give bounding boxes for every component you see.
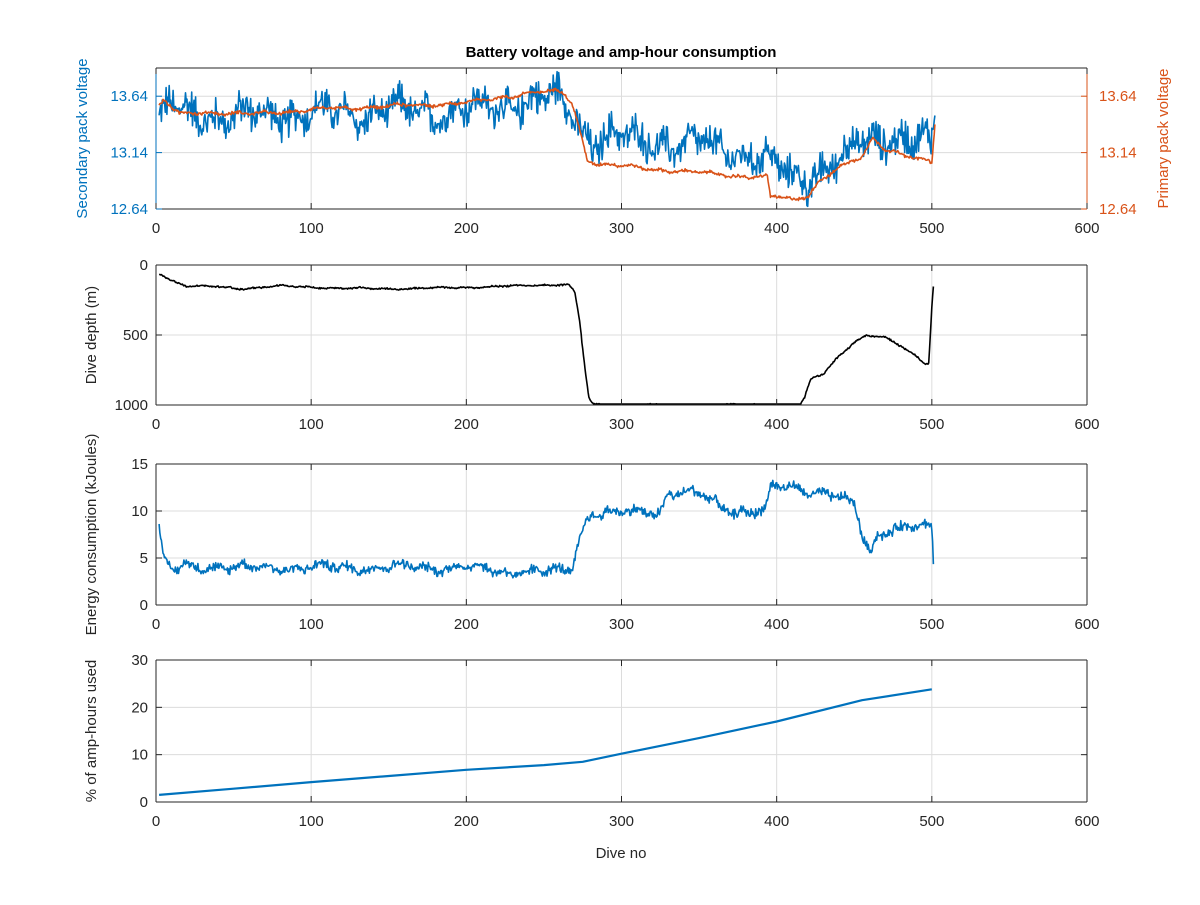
x-tick-label: 400	[764, 220, 789, 237]
y-tick-label: 20	[131, 699, 148, 716]
y-tick-label: 12.64	[110, 201, 148, 218]
x-tick-label: 0	[152, 416, 160, 433]
y-tick-label: 30	[131, 652, 148, 669]
y-tick-label: 10	[131, 503, 148, 520]
series-line-3-1	[158, 479, 935, 579]
x-tick-label: 100	[299, 813, 324, 830]
x-tick-label: 200	[454, 616, 479, 633]
x-tick-label: 200	[454, 813, 479, 830]
x-tick-label: 100	[299, 416, 324, 433]
figure-title: Battery voltage and amp-hour consumption	[466, 44, 777, 61]
y-axis-label: % of amp-hours used	[83, 660, 100, 803]
x-tick-label: 500	[919, 416, 944, 433]
x-tick-label: 500	[919, 813, 944, 830]
y-tick-label: 500	[123, 327, 148, 344]
x-axis-label: Dive no	[596, 845, 647, 862]
subplot-4: 0 100 200 300 400 500 600 0 10 20 30 % of amp-hours…	[83, 652, 1100, 830]
x-tick-label: 0	[152, 813, 160, 830]
x-tick-label: 0	[152, 616, 160, 633]
y-tick-label: 1000	[115, 397, 148, 414]
x-tick-label: 400	[764, 616, 789, 633]
x-tick-label: 600	[1074, 813, 1099, 830]
x-tick-label: 200	[454, 220, 479, 237]
x-tick-label: 300	[609, 220, 634, 237]
y-axis-label: Secondary pack voltage	[74, 58, 91, 218]
x-tick-label: 0	[152, 220, 160, 237]
x-tick-label: 600	[1074, 616, 1099, 633]
series-line-2-1	[159, 273, 935, 405]
x-tick-label: 400	[764, 416, 789, 433]
x-tick-label: 400	[764, 813, 789, 830]
y-tick-label: 15	[131, 456, 148, 473]
x-tick-label: 200	[454, 416, 479, 433]
series-line-1-2	[158, 87, 936, 202]
y-tick-label: 10	[131, 747, 148, 764]
x-tick-label: 100	[299, 616, 324, 633]
x-tick-label: 600	[1074, 416, 1099, 433]
y-tick-label: 0	[140, 597, 148, 614]
y-axis-label: Energy consumption (kJoules)	[83, 434, 100, 636]
y-tick-label-right: 13.64	[1099, 88, 1137, 105]
y-tick-label-right: 13.14	[1099, 145, 1137, 162]
x-tick-label: 100	[299, 220, 324, 237]
series-line-4-1	[159, 688, 932, 796]
x-tick-label: 300	[609, 416, 634, 433]
x-tick-label: 500	[919, 616, 944, 633]
x-tick-label: 600	[1074, 220, 1099, 237]
x-tick-label: 500	[919, 220, 944, 237]
x-tick-label: 300	[609, 616, 634, 633]
subplot-1: 0 100 200 300 400 500 60012.6413.1413.6412.641…	[74, 58, 1172, 237]
subplot-3: 0 100 200 300 400 500 600 0 5 10 15 Energy consumpt…	[83, 434, 1100, 636]
y-tick-label-right: 12.64	[1099, 201, 1137, 218]
y-tick-label: 13.14	[110, 145, 148, 162]
subplot-2: 0 100 200 300 400 500 600 0 500 1000 Dive depth (m…	[83, 257, 1100, 433]
y-axis-label-right: Primary pack voltage	[1155, 68, 1172, 208]
y-tick-label: 5	[140, 550, 148, 567]
x-tick-label: 300	[609, 813, 634, 830]
y-axis-label: Dive depth (m)	[83, 286, 100, 384]
y-tick-label: 0	[140, 257, 148, 274]
y-tick-label: 0	[140, 794, 148, 811]
y-tick-label: 13.64	[110, 88, 148, 105]
series-line-1-1	[158, 70, 936, 208]
